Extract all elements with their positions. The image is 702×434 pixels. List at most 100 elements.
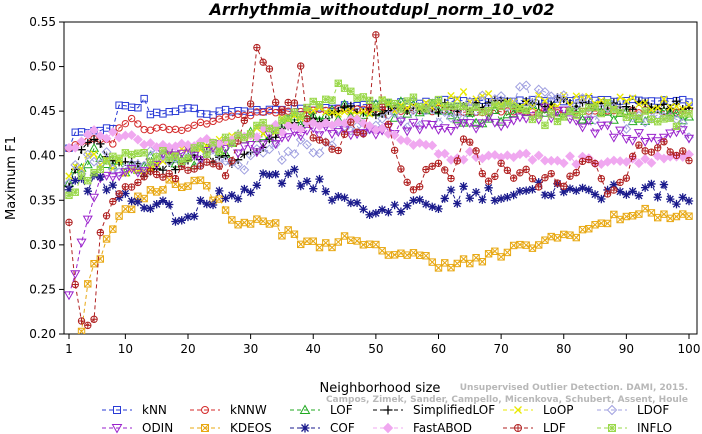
data-point: [571, 99, 582, 110]
data-point-glyph: [209, 160, 217, 168]
data-point-glyph: [122, 183, 129, 190]
data-point: [647, 209, 656, 217]
data-point: [289, 149, 300, 159]
data-point: [233, 194, 243, 204]
data-point-glyph: [585, 156, 592, 163]
data-point: [346, 198, 356, 208]
data-point: [459, 255, 468, 263]
data-point: [333, 128, 344, 138]
data-point-glyph: [253, 215, 261, 223]
data-point-glyph: [159, 147, 167, 155]
legend-item-ldof: LDOF: [597, 403, 669, 417]
data-point-glyph: [90, 316, 98, 323]
data-point-glyph: [604, 219, 612, 228]
data-point: [190, 121, 198, 130]
data-point-glyph: [616, 179, 624, 186]
data-point: [446, 185, 456, 195]
data-point-glyph: [322, 138, 329, 146]
data-point: [264, 144, 275, 155]
data-point: [203, 120, 211, 128]
data-point-glyph: [522, 241, 530, 249]
data-point-glyph: [635, 210, 643, 218]
x-tick-label: 80: [556, 342, 571, 356]
data-point-glyph: [497, 253, 505, 261]
data-point: [132, 134, 143, 145]
data-point: [190, 212, 199, 221]
data-point-glyph: [679, 210, 687, 218]
data-point-glyph: [291, 99, 298, 107]
data-point-glyph: [215, 147, 223, 155]
data-point-glyph: [84, 177, 92, 185]
data-point: [308, 117, 319, 128]
data-point: [552, 93, 563, 104]
data-point: [646, 157, 657, 168]
data-point: [278, 232, 286, 240]
data-point: [577, 123, 588, 133]
data-point-glyph: [153, 188, 161, 196]
data-point-glyph: [109, 198, 117, 205]
data-point: [464, 96, 475, 107]
data-point-glyph: [103, 157, 111, 165]
data-point-glyph: [441, 102, 449, 111]
data-point: [233, 159, 243, 170]
data-point: [590, 129, 601, 139]
data-point: [477, 153, 488, 164]
x-tick-label: 100: [678, 342, 701, 356]
data-point-glyph: [184, 182, 192, 190]
data-point-glyph: [416, 183, 423, 190]
data-point: [201, 424, 209, 432]
data-point-glyph: [284, 114, 292, 122]
data-point-glyph: [428, 99, 436, 107]
data-point-glyph: [641, 107, 649, 115]
data-point: [427, 121, 438, 130]
data-point-glyph: [566, 173, 574, 180]
data-point: [283, 169, 293, 179]
data-point-glyph: [297, 112, 305, 120]
data-point-glyph: [284, 99, 292, 106]
data-point-glyph: [623, 174, 630, 182]
data-point-glyph: [322, 239, 330, 247]
data-point: [685, 212, 693, 220]
data-point-glyph: [384, 251, 392, 259]
data-point-glyph: [422, 166, 430, 173]
data-point: [527, 98, 538, 109]
data-point: [445, 110, 457, 120]
data-point-glyph: [654, 144, 661, 151]
data-point-glyph: [666, 214, 674, 222]
data-point: [546, 91, 557, 102]
data-point: [215, 186, 224, 196]
data-point: [609, 180, 619, 189]
data-point: [466, 259, 474, 268]
data-point-glyph: [334, 238, 342, 246]
data-point: [610, 210, 618, 219]
data-point: [491, 247, 499, 255]
data-point: [151, 160, 162, 170]
data-point: [615, 187, 625, 196]
data-point-glyph: [528, 115, 536, 123]
data-point: [111, 424, 123, 434]
y-tick-label: 0.25: [29, 282, 56, 296]
data-point: [208, 200, 218, 210]
x-tick-label: 90: [619, 342, 634, 356]
data-point: [521, 148, 532, 159]
data-point-glyph: [171, 152, 180, 160]
watermark-line-0: Campos, Zimek, Sander, Campello, Micenko…: [326, 395, 688, 405]
data-point: [196, 196, 205, 205]
data-point: [615, 126, 626, 136]
data-point: [496, 194, 506, 203]
data-point: [584, 185, 593, 195]
legend-item-knnw: kNNW: [190, 403, 267, 417]
data-point-glyph: [548, 170, 555, 177]
data-point-glyph: [654, 214, 662, 222]
data-point: [327, 120, 337, 131]
legend-item-odin: ODIN: [102, 421, 173, 434]
data-point: [640, 183, 650, 192]
data-point-glyph: [378, 247, 386, 255]
data-point: [409, 196, 418, 205]
data-point: [597, 96, 605, 105]
data-point-glyph: [121, 205, 129, 213]
data-point: [89, 125, 99, 135]
data-point: [365, 210, 374, 219]
data-point: [464, 119, 475, 129]
data-point: [70, 142, 81, 153]
